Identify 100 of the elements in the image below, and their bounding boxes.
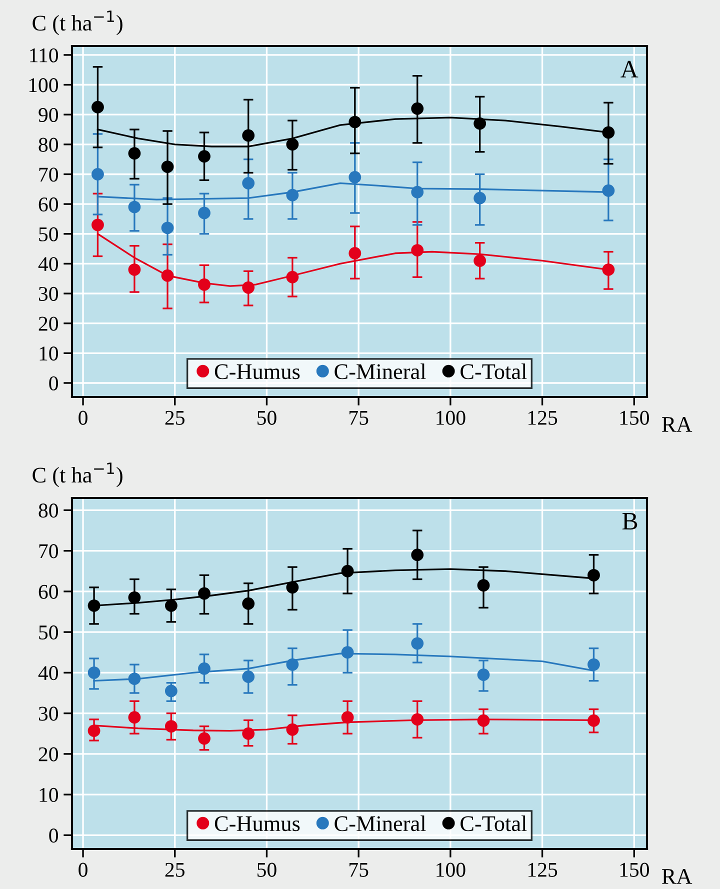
y-axis-title: C (t ha$^{−1}$): [32, 462, 122, 488]
point: [242, 176, 255, 190]
point: [286, 581, 299, 594]
x-tick-label: 150: [620, 410, 649, 425]
point: [198, 278, 210, 291]
y-tick-label: 60: [38, 197, 58, 212]
y-tick-label: 80: [38, 504, 58, 518]
y-axis-title: C (t ha$^{−1}$): [32, 10, 122, 36]
x-axis-title: RA: [662, 417, 692, 432]
point: [477, 714, 490, 727]
y-tick-label: 30: [38, 706, 58, 721]
x-axis-title: RA: [662, 869, 692, 884]
point: [286, 270, 299, 284]
point: [198, 662, 210, 675]
point: [588, 714, 600, 727]
point: [341, 564, 354, 578]
point: [286, 723, 299, 736]
point: [477, 668, 490, 681]
y-tick-label: 0: [49, 828, 58, 843]
x-tick-label: 0: [78, 862, 88, 877]
point: [164, 599, 178, 612]
point: [88, 666, 100, 679]
y-tick-label: 50: [39, 625, 58, 640]
point: [588, 568, 600, 582]
x-tick-label: 75: [350, 411, 368, 425]
y-tick-label: 70: [39, 544, 58, 558]
point: [161, 160, 174, 173]
point: [242, 597, 255, 610]
point: [161, 269, 174, 282]
x-tick-label: 50: [258, 862, 276, 877]
y-tick-label: 100: [29, 78, 58, 92]
y-tick-label: 70: [39, 168, 58, 182]
point: [128, 147, 141, 160]
point: [474, 254, 486, 267]
point: [164, 720, 178, 733]
y-tick-label: 80: [38, 138, 58, 152]
y-tick-label: 40: [38, 666, 58, 680]
point: [411, 713, 424, 726]
y-tick-label: 30: [38, 286, 58, 301]
point: [92, 168, 104, 180]
x-tick-label: 50: [258, 410, 276, 425]
point: [242, 129, 255, 142]
point: [286, 138, 299, 151]
point: [198, 732, 210, 745]
y-tick-label: 110: [30, 48, 58, 62]
x-tick-label: 25: [165, 410, 184, 425]
y-tick-label: 0: [49, 376, 58, 390]
legend-label: C-Humus: [214, 364, 300, 380]
annotation: A: [620, 60, 638, 78]
point: [341, 646, 354, 659]
point: [161, 222, 174, 234]
point: [198, 587, 210, 600]
y-tick-label: 20: [38, 316, 58, 331]
y-tick-label: 90: [38, 108, 58, 122]
point: [242, 281, 255, 294]
point: [411, 637, 424, 650]
legend-label: C-Mineral: [334, 364, 426, 380]
point: [411, 548, 424, 562]
point: [602, 126, 615, 139]
y-tick-label: 60: [38, 584, 58, 599]
point: [128, 672, 141, 685]
y-tick-label: 50: [39, 227, 58, 242]
point: [92, 100, 104, 114]
x-tick-label: 25: [165, 862, 184, 877]
legend-label: C-Humus: [214, 816, 300, 832]
x-tick-label: 0: [78, 410, 88, 425]
point: [242, 727, 255, 740]
point: [88, 724, 100, 737]
point: [88, 599, 100, 612]
point: [286, 188, 299, 202]
y-tick-label: 10: [40, 346, 58, 361]
point: [128, 263, 141, 276]
point: [341, 711, 354, 724]
point: [128, 200, 141, 214]
legend-label: C-Mineral: [334, 816, 426, 832]
point: [411, 102, 424, 115]
point: [128, 591, 141, 604]
point: [128, 711, 141, 724]
point: [411, 244, 424, 256]
point: [602, 184, 615, 197]
legend-label: C-Total: [460, 816, 527, 832]
y-tick-label: 20: [38, 747, 58, 762]
y-tick-label: 10: [40, 788, 58, 802]
point: [242, 670, 255, 683]
point: [348, 247, 362, 260]
x-tick-label: 125: [528, 862, 558, 877]
x-tick-label: 150: [620, 862, 649, 877]
point: [348, 171, 362, 184]
point: [588, 658, 600, 671]
point: [286, 658, 299, 671]
point: [348, 116, 362, 128]
annotation: B: [622, 513, 638, 530]
x-tick-label: 100: [436, 862, 466, 877]
x-tick-label: 125: [528, 410, 558, 425]
legend-label: C-Total: [460, 364, 527, 380]
point: [474, 117, 486, 130]
x-tick-label: 100: [436, 410, 466, 425]
point: [602, 263, 615, 276]
point: [164, 684, 178, 698]
point: [411, 186, 424, 198]
